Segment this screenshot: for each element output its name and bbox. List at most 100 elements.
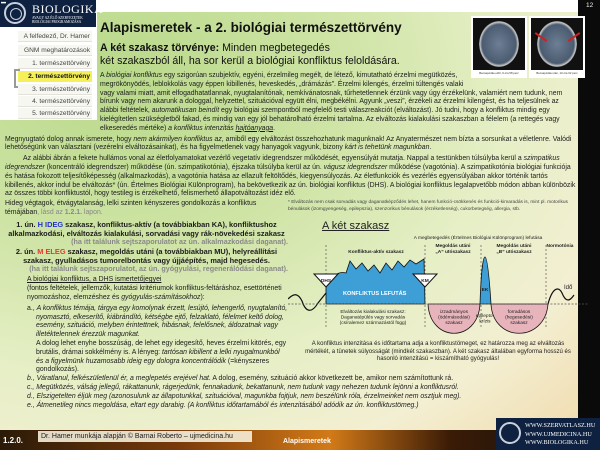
text-segment: Megnyugtató dolog annak ismerete, hogy bbox=[5, 135, 134, 143]
text-segment: . bbox=[273, 124, 276, 132]
biologika-logo[interactable]: BIOLOGIKA AVAGY AZ ÉLŐ SZERVEZETEK BIOLÓ… bbox=[0, 0, 103, 27]
label-lesion: (csíralemez származástól függ) bbox=[340, 320, 407, 326]
right-column: A két szakasz A megbetegedés (Értelmes B… bbox=[288, 220, 588, 364]
law-statement: A két szakasz törvénye: Minden megbetege… bbox=[100, 42, 400, 67]
label-exudative: (ödémásodási) bbox=[438, 314, 470, 320]
phase-1: 1. ún. H IDEG szakasz, konfliktus-aktív … bbox=[5, 220, 288, 238]
label-mua-1: Megoldás utáni bbox=[436, 243, 471, 249]
text-segment: nem akármilyen konfliktus az bbox=[133, 135, 222, 143]
label-conflict-course: KONFLIKTUS LEFUTÁS bbox=[343, 290, 407, 297]
text-segment: 1.2.1. bbox=[64, 208, 83, 216]
text-segment: A bbox=[100, 72, 107, 79]
text-segment: Hideg végtagok, étvágytalanság, lelki sz… bbox=[5, 200, 257, 216]
section-label: Alapismeretek bbox=[283, 438, 331, 445]
active-phase-area bbox=[325, 258, 426, 305]
label-mub-1: Megoldás utáni bbox=[497, 243, 532, 249]
vegetative-wave bbox=[288, 292, 327, 311]
label-scarring: szakasz bbox=[510, 320, 528, 326]
text-segment: gyógyulás-számításokhoz bbox=[121, 293, 201, 301]
symptoms-row: Hideg végtagok, étvágytalanság, lelki sz… bbox=[5, 200, 577, 218]
label-epicrisis: epilepto- bbox=[476, 313, 495, 319]
label-mua-2: „A” utószakasz bbox=[435, 249, 471, 255]
text-segment: a., bbox=[27, 304, 37, 312]
label-exudative: izzadmányos bbox=[440, 309, 469, 315]
dhs-intro: (fontos feltételek, jellemzők, kutatási … bbox=[5, 285, 288, 303]
text-segment: c., Megütközés, válság jellegű, rákattan… bbox=[27, 383, 459, 391]
text-segment: M ELEG bbox=[37, 246, 66, 256]
dhs-item-d: d., Elszigetelten éljük meg (azonosulunk… bbox=[5, 393, 577, 402]
left-column: 1. ún. H IDEG szakasz, konfliktus-aktív … bbox=[5, 220, 288, 375]
footer-credit[interactable]: Dr. Hamer munkája alapján © Barnai Rober… bbox=[38, 431, 252, 442]
text-segment: e., Átmenetileg nincs megoldása, eltart … bbox=[27, 401, 419, 409]
label-time: Idő bbox=[564, 285, 573, 291]
text-segment: ): bbox=[200, 293, 205, 301]
svg-text:DHS: DHS bbox=[321, 278, 332, 284]
logo-emblem-icon bbox=[499, 422, 521, 444]
epileptic-crisis-spike bbox=[479, 256, 492, 305]
law-name: A két szakasz törvénye: bbox=[100, 42, 220, 54]
diagram-subtitle: A megbetegedés (Értelmes Biológiai Külön… bbox=[414, 234, 543, 241]
text-segment: működése (vagotónia). A szimpatikotónia … bbox=[5, 163, 576, 198]
torn-edge bbox=[578, 0, 600, 422]
nav-item-discoverer[interactable]: A felfedező, Dr. Hamer bbox=[18, 31, 92, 42]
text-segment: d., Elszigetelten éljük meg (azonosulunk… bbox=[27, 392, 462, 400]
text-segment: Az alábbi ábrán a fekete hullámos vonal … bbox=[23, 155, 524, 163]
nav-item-law-2[interactable]: 2. természettörvény bbox=[14, 69, 92, 88]
text-segment: , amiből egy elváltozást összehozhatunk … bbox=[5, 135, 572, 152]
healing-trough-a bbox=[427, 303, 481, 334]
text-segment: (fontos feltételek, jellemzők, kutatási … bbox=[27, 285, 282, 301]
phase-2-note: (ha itt találunk sejtszaporulatot, az ún… bbox=[29, 263, 288, 273]
nav-item-law-5[interactable]: 5. természettörvény bbox=[18, 108, 92, 119]
paragraph-nervous-system: Az alábbi ábrán a fekete hullámos vonal … bbox=[5, 155, 577, 199]
healing-trough-b bbox=[490, 303, 549, 334]
text-segment: . bbox=[429, 144, 432, 152]
text-segment: egy biológiai szempontból megfelelő test… bbox=[100, 107, 560, 132]
site-link[interactable]: WWW.UJMEDICINA.HU bbox=[525, 430, 592, 438]
dhs-item-a-detail: A dolog lehet enyhe bosszúság, de lehet … bbox=[5, 340, 288, 375]
nav-item-law-3[interactable]: 3. természettörvény bbox=[18, 84, 92, 95]
image-caption: Becsapódás után, 10 óra 02 perc bbox=[536, 71, 578, 75]
text-segment: szimpatikus idegrendszer bbox=[5, 155, 560, 171]
sites-logo[interactable]: WWW.SZERVATLASZ.HU WWW.UJMEDICINA.HU WWW… bbox=[496, 418, 600, 450]
logo-subtitle: AVAGY AZ ÉLŐ SZERVEZETEK BIOLÓGIAI PROGR… bbox=[32, 16, 83, 24]
svg-text:KM: KM bbox=[421, 278, 428, 284]
page-title: Alapismeretek - a 2. biológiai természet… bbox=[100, 20, 402, 35]
label-scarring: (hegesedési) bbox=[505, 314, 533, 320]
paragraph-symptoms: Hideg végtagok, étvágytalanság, lelki sz… bbox=[5, 200, 265, 218]
dhs-heading: A biológiai konfliktus, a DHS ismertetőj… bbox=[27, 276, 162, 284]
text-segment: A dolog lehet enyhe bosszúság, de lehet … bbox=[36, 339, 287, 356]
phases-diagram-row: 1. ún. H IDEG szakasz, konfliktus-aktív … bbox=[5, 220, 588, 375]
text-segment: 1. ún. bbox=[16, 219, 38, 229]
text-segment: (=kényszeres gondolkozás). bbox=[36, 357, 270, 374]
slide-version: 1.2.0. bbox=[3, 436, 24, 445]
content-flow: A biológiai konfliktus egy szigorúan szu… bbox=[5, 72, 588, 410]
text-segment: (koncentráló idegrendszer) működése (ún.… bbox=[44, 163, 324, 171]
text-segment: szakasz, konfliktus-aktív (a továbbiakba… bbox=[8, 219, 285, 238]
text-segment: szakasz, megoldás utáni (a továbbiakban … bbox=[23, 246, 278, 265]
paragraph-conflict: A biológiai konfliktus egy szigorúan szu… bbox=[100, 72, 577, 134]
label-ek: EK bbox=[482, 287, 489, 293]
logo-emblem-icon bbox=[4, 2, 26, 24]
label-epicrisis: krízis bbox=[479, 318, 491, 324]
page-number: 12 bbox=[586, 2, 594, 9]
nav-item-law-4[interactable]: 4. természettörvény bbox=[18, 96, 92, 107]
nav-item-law-1[interactable]: 1. természettörvény bbox=[18, 58, 92, 69]
law-text: két szakaszból áll, ha sor kerül a bioló… bbox=[100, 54, 400, 67]
text-segment: , lásd az bbox=[37, 208, 65, 216]
text-segment: biológiai konfliktus bbox=[106, 72, 163, 79]
dhs-item-b: b., Váratlanul, felkészületlenül ér, a m… bbox=[5, 375, 577, 384]
label-ka: Konfliktus-aktív szakasz bbox=[348, 249, 404, 255]
text-segment: tartósan kibillent a lelki nyugalmunkból… bbox=[36, 348, 280, 365]
text-segment: egy szigorúan szubjektív, egyéni, érzelm… bbox=[100, 72, 563, 115]
text-segment: lapon. bbox=[82, 208, 103, 216]
text-segment: automatikusan beindít bbox=[151, 107, 220, 115]
image-caption: Becsapódás előtt, 9 óra 58 perc bbox=[479, 71, 519, 75]
site-link[interactable]: WWW.BIOLOGIKA.HU bbox=[525, 439, 589, 446]
diagram-heading: A két szakasz bbox=[322, 219, 390, 232]
nav-item-gnm-definitions[interactable]: GNM meghatározások bbox=[18, 45, 92, 56]
dhs-item-a: a., A konfliktus témája, tárgya egy komo… bbox=[5, 305, 288, 340]
label-exudative: szakasz bbox=[445, 320, 463, 326]
site-link[interactable]: WWW.SZERVATLASZ.HU bbox=[525, 422, 596, 429]
footnote: * Elváltozás nem csak sorvadás vagy daga… bbox=[288, 200, 568, 212]
text-segment: A dolog, esemény, szituáció akkor követk… bbox=[210, 375, 454, 383]
